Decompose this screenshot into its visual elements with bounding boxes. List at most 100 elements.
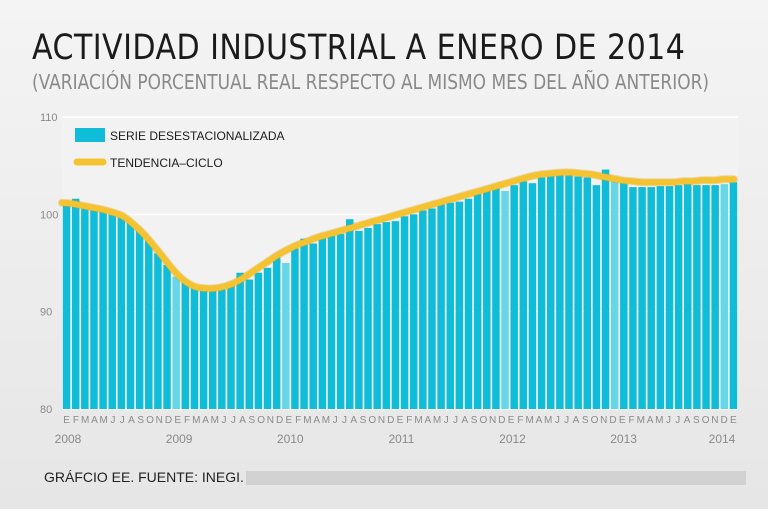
bar — [528, 183, 537, 409]
x-month-label: J — [222, 415, 227, 426]
x-month-label: E — [174, 415, 181, 426]
bar — [656, 186, 665, 409]
bar — [318, 237, 327, 409]
bar — [190, 285, 199, 409]
x-month-label: J — [666, 415, 671, 426]
bar — [218, 289, 226, 409]
bar — [428, 208, 436, 409]
x-month-label: M — [81, 415, 89, 426]
bar — [163, 264, 171, 409]
x-month-label: O — [257, 415, 265, 426]
x-month-label: S — [693, 415, 700, 426]
bar — [729, 182, 738, 409]
bar — [263, 267, 272, 409]
bar — [236, 272, 244, 409]
x-month-label: F — [184, 415, 190, 426]
bar — [647, 187, 655, 409]
x-year-label: 2014 — [709, 432, 736, 446]
x-month-label: N — [156, 415, 163, 426]
bar — [81, 206, 89, 409]
bar — [254, 272, 263, 409]
x-month-label: S — [360, 415, 367, 426]
x-month-label: J — [564, 415, 569, 426]
x-month-label: O — [591, 415, 599, 426]
bar — [227, 284, 235, 409]
chart-subtitle: (VARIACIÓN PORCENTUAL REAL RESPECTO AL M… — [32, 70, 710, 94]
x-month-label: D — [165, 415, 172, 426]
bar — [117, 216, 126, 409]
x-month-label: F — [406, 415, 412, 426]
x-month-label: A — [536, 415, 543, 426]
bar — [446, 202, 454, 409]
legend-label-trend: TENDENCIA–CICLO — [110, 156, 223, 170]
x-month-label: E — [619, 415, 626, 426]
bar — [382, 222, 391, 409]
x-month-label: M — [99, 415, 107, 426]
x-year-label: 2010 — [277, 432, 304, 446]
bar — [546, 175, 555, 409]
x-month-label: A — [424, 415, 431, 426]
x-month-label: J — [231, 415, 236, 426]
bar — [135, 228, 144, 409]
x-month-label: D — [276, 415, 283, 426]
bar — [483, 190, 491, 409]
bar — [702, 185, 710, 409]
x-month-label: A — [313, 415, 320, 426]
bar — [711, 185, 719, 409]
bar — [583, 177, 592, 409]
x-month-label: J — [555, 415, 560, 426]
bar — [665, 186, 674, 409]
bar — [601, 169, 610, 409]
x-month-label: M — [655, 415, 663, 426]
bar — [391, 221, 400, 409]
x-month-label: E — [730, 415, 737, 426]
bar — [473, 192, 482, 409]
x-month-label: A — [128, 415, 135, 426]
x-month-label: J — [444, 415, 449, 426]
bar — [720, 184, 729, 409]
x-month-label: N — [378, 415, 385, 426]
x-month-label: A — [350, 415, 357, 426]
x-month-label: D — [387, 415, 394, 426]
bar — [126, 221, 135, 409]
bar — [309, 243, 317, 409]
bar — [455, 201, 464, 409]
bar — [592, 185, 601, 409]
x-month-label: A — [573, 415, 580, 426]
x-month-label: O — [146, 415, 154, 426]
bar — [71, 198, 80, 409]
x-month-label: S — [582, 415, 589, 426]
x-month-label: J — [110, 415, 115, 426]
bar — [181, 282, 190, 409]
bar — [565, 175, 573, 409]
legend-label-bars: SERIE DESESTACIONALIZADA — [110, 129, 285, 143]
bar — [108, 214, 116, 409]
x-month-label: M — [192, 415, 200, 426]
bar — [154, 253, 162, 409]
chart-title: ACTIVIDAD INDUSTRIAL A ENERO DE 2014 — [32, 28, 686, 68]
x-month-label: S — [248, 415, 255, 426]
x-month-label: F — [295, 415, 301, 426]
bar — [693, 185, 701, 409]
x-year-label: 2013 — [610, 432, 637, 446]
bar — [364, 227, 372, 409]
bar — [272, 257, 281, 409]
legend-bar-swatch — [75, 128, 105, 142]
bar — [574, 176, 582, 409]
x-month-label: E — [397, 415, 404, 426]
x-month-label: J — [453, 415, 458, 426]
bar — [519, 181, 528, 409]
bar — [199, 287, 208, 409]
bar — [336, 233, 345, 409]
bar — [208, 288, 217, 409]
bar — [437, 201, 445, 409]
bar — [464, 198, 473, 409]
source-divider — [246, 471, 746, 485]
x-month-label: F — [517, 415, 523, 426]
x-month-label: A — [684, 415, 691, 426]
x-month-label: J — [120, 415, 125, 426]
bar — [245, 279, 254, 409]
x-month-label: S — [137, 415, 144, 426]
